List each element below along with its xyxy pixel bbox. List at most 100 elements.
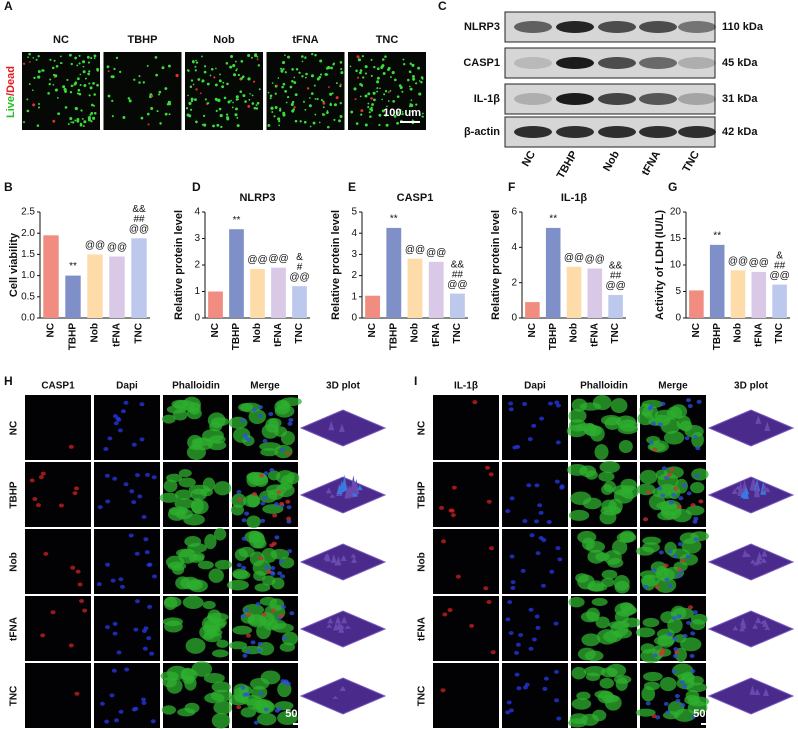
cell <box>663 701 669 706</box>
cell-dot <box>188 114 192 118</box>
significance-mark: @@ <box>447 279 467 290</box>
cell-dot <box>67 123 70 125</box>
cell <box>675 698 681 703</box>
cell-dot <box>240 77 243 80</box>
cell-dot <box>113 67 116 71</box>
cell <box>601 569 618 580</box>
column-header: Dapi <box>524 381 546 392</box>
cell-dot <box>308 104 312 108</box>
cell <box>680 680 686 685</box>
surface-peak <box>764 421 771 431</box>
bar <box>65 275 81 318</box>
cell <box>651 568 657 573</box>
x-tick-label: tFNA <box>112 323 123 347</box>
cell <box>643 671 663 682</box>
cell-dot <box>22 121 26 124</box>
surface-plot <box>707 610 795 648</box>
cell <box>540 583 546 588</box>
significance-mark: ## <box>774 260 786 271</box>
surface-peak <box>356 484 363 491</box>
cell-dot <box>51 66 55 70</box>
cell-dot <box>185 107 189 110</box>
surface-peak <box>350 553 357 558</box>
y-tick-label: 2 <box>194 260 200 271</box>
cell-dot <box>250 56 253 59</box>
cell <box>143 537 149 542</box>
cell <box>684 436 690 441</box>
y-tick-label: 1 <box>351 291 357 302</box>
surface-peak <box>752 561 759 566</box>
bar <box>689 290 704 318</box>
cell <box>505 509 511 514</box>
cell <box>253 720 259 725</box>
panel-label: H <box>4 374 13 388</box>
significance-mark: & <box>776 250 783 261</box>
blot-band <box>556 93 594 105</box>
cell-dot <box>242 94 246 98</box>
cell <box>441 539 447 544</box>
cell <box>661 466 667 471</box>
x-tick-label: TBHP <box>68 323 79 351</box>
cell <box>257 712 277 726</box>
cell-dot <box>335 96 339 100</box>
cell-dot <box>320 99 323 102</box>
significance-mark: ## <box>133 214 145 225</box>
cell-dot <box>83 120 87 124</box>
cell-dot <box>407 78 410 82</box>
cell <box>123 482 129 487</box>
cell-dot <box>37 106 41 109</box>
cell-dot <box>350 110 354 114</box>
cell-dot <box>90 120 93 123</box>
cell-dot <box>107 70 110 73</box>
cell-dot <box>364 94 368 98</box>
cell-dot <box>290 102 294 107</box>
cell-dot <box>415 82 418 85</box>
blot-band <box>598 93 636 105</box>
cell <box>685 554 691 559</box>
cell <box>599 510 617 525</box>
cell-dot <box>55 64 59 68</box>
cell <box>640 574 660 587</box>
cell <box>40 633 46 638</box>
cell <box>38 475 44 480</box>
cell-dot <box>201 55 203 58</box>
bar <box>407 258 423 318</box>
cell <box>531 637 537 642</box>
surface-peak <box>760 557 767 563</box>
cell <box>286 505 292 510</box>
cell <box>587 580 605 592</box>
cell-dot <box>52 73 56 77</box>
cell <box>228 641 248 650</box>
cell-dot <box>93 54 97 58</box>
y-tick-label: 1.5 <box>21 249 35 260</box>
cell <box>245 692 251 697</box>
x-tick-label: Nob <box>252 323 263 342</box>
y-tick-label: 0 <box>675 313 681 324</box>
cell-dot <box>90 56 93 60</box>
cell-dot <box>28 52 31 56</box>
cell-dot <box>156 110 159 113</box>
cell-dot <box>154 56 158 59</box>
cell-dot <box>83 83 87 87</box>
cell-dot <box>93 111 97 115</box>
panel-label: I <box>414 374 417 388</box>
cell-dot <box>201 79 205 83</box>
cell <box>663 430 685 445</box>
cell-dot <box>256 58 259 61</box>
cell-dot <box>339 84 342 88</box>
cell-dot <box>231 106 234 109</box>
cell-dot <box>167 64 171 68</box>
cell <box>79 599 85 604</box>
cell-dot <box>213 76 216 79</box>
microscopy-image <box>502 462 568 527</box>
cell-dot <box>79 123 83 127</box>
y-tick-label: 3 <box>194 233 200 244</box>
cell <box>590 426 605 442</box>
surface-peak <box>329 494 336 498</box>
cell <box>581 633 601 647</box>
cell-dot <box>278 124 281 127</box>
cell-dot <box>257 64 261 67</box>
cell <box>447 608 453 613</box>
y-tick-label: 5 <box>675 286 681 297</box>
cell <box>270 608 276 613</box>
